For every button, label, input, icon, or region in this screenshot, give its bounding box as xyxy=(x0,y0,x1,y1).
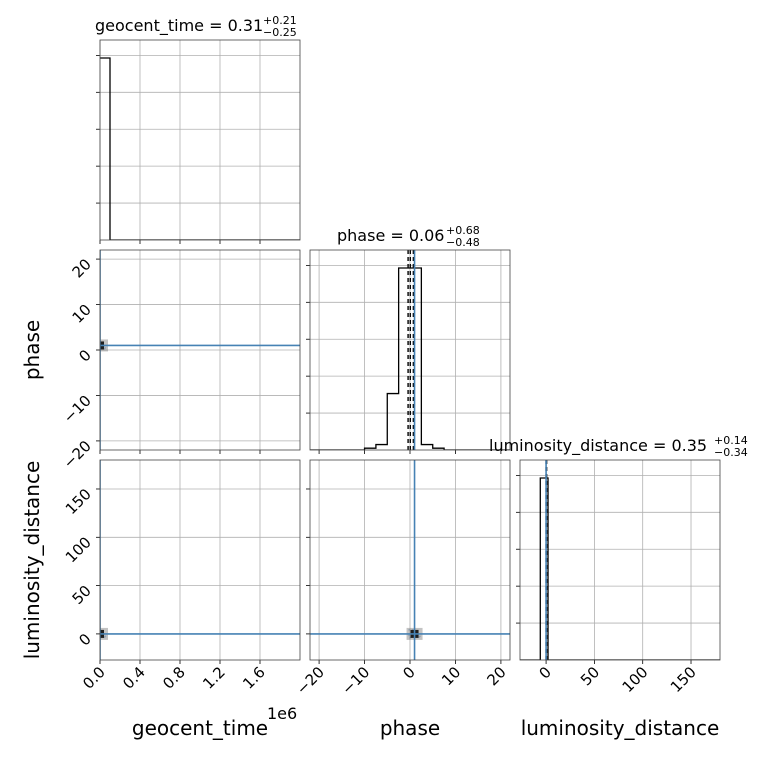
sample-point xyxy=(96,341,98,343)
sample-point xyxy=(96,630,98,632)
title-phase-plus: +0.68 xyxy=(446,224,480,237)
sample-point xyxy=(97,629,99,631)
panel-phase-hist xyxy=(306,249,511,454)
xtick-label: 0.4 xyxy=(119,663,149,693)
xtick-label: 0 xyxy=(399,663,418,682)
title-geocent-time: geocent_time = 0.31 xyxy=(95,16,263,36)
axes-frame xyxy=(309,249,511,451)
title-geocent-time-plus: +0.21 xyxy=(263,14,297,27)
xtick-label: 1.2 xyxy=(199,663,229,693)
xlabel-geocent-time: geocent_time xyxy=(132,716,268,740)
histogram-step xyxy=(310,267,510,450)
axes-frame xyxy=(99,249,301,451)
ytick-label: 100 xyxy=(62,533,95,566)
ytick-label: 20 xyxy=(69,255,95,281)
ytick-label: 0 xyxy=(75,346,94,365)
xtick-label: 50 xyxy=(577,663,603,689)
ylabel-phase: phase xyxy=(20,320,44,380)
title-geocent-time-minus: −0.25 xyxy=(263,26,297,39)
title-luminosity-distance-name: luminosity_distance xyxy=(489,436,648,456)
xtick-label: −20 xyxy=(293,663,328,698)
histogram-step xyxy=(520,477,720,660)
sample-point xyxy=(419,635,421,638)
ylabel-luminosity-distance: luminosity_distance xyxy=(20,461,44,660)
sample-point xyxy=(96,348,98,350)
title-phase-minus: −0.48 xyxy=(446,236,480,249)
xlabel-phase: phase xyxy=(380,716,440,740)
sample-point xyxy=(94,629,96,631)
panel-luminosity-distance-vs-geocent-time: 0.0 0.4 0.8 1.2 1.6 0 50 100 150 xyxy=(62,459,301,693)
title-geocent-time-median: 0.31 xyxy=(228,16,264,35)
ytick-label: 150 xyxy=(62,485,95,518)
sample-point xyxy=(97,341,99,343)
title-luminosity-distance-median: 0.35 xyxy=(671,436,707,455)
title-luminosity-distance-minus: −0.34 xyxy=(714,446,748,459)
title-phase-name: phase xyxy=(337,226,385,245)
xtick-label: 1.6 xyxy=(239,663,269,693)
xtick-label: 150 xyxy=(667,663,700,696)
sample-point xyxy=(94,346,96,348)
sample-point xyxy=(104,346,107,349)
xtick-label: 20 xyxy=(484,663,510,689)
histogram-step xyxy=(100,57,300,240)
title-phase-median: 0.06 xyxy=(409,226,445,245)
axes-frame xyxy=(309,459,511,661)
xtick-label: −10 xyxy=(338,663,373,698)
xtick-label: 10 xyxy=(438,663,464,689)
panel-luminosity-distance-hist: 0 50 100 150 xyxy=(516,459,721,696)
xtick-label: 100 xyxy=(619,663,652,696)
xtick-label: 0 xyxy=(535,663,554,682)
ytick-label: 0 xyxy=(75,630,94,649)
title-luminosity-distance-plus: +0.14 xyxy=(714,434,748,447)
ytick-label: 10 xyxy=(69,301,95,327)
axes-frame xyxy=(99,39,301,241)
ytick-label: −20 xyxy=(60,437,95,472)
sample-point xyxy=(104,635,107,638)
title-geocent-time-name: geocent_time xyxy=(95,16,204,36)
sample-point xyxy=(408,629,411,631)
panel-phase-vs-geocent-time: −20 −10 0 10 20 xyxy=(60,249,301,472)
sample-point xyxy=(95,637,97,639)
panel-luminosity-distance-vs-phase: −20 −10 0 10 20 xyxy=(293,459,511,698)
title-phase: phase = 0.06 xyxy=(337,226,444,245)
sample-point xyxy=(96,636,98,638)
ytick-label: 50 xyxy=(69,582,95,608)
xlabel-luminosity-distance: luminosity_distance xyxy=(521,716,720,740)
xtick-label: 0.0 xyxy=(79,663,109,693)
sample-point xyxy=(94,635,96,637)
axes-frame xyxy=(519,459,721,661)
panel-geocent-time-hist xyxy=(96,39,301,244)
sample-point xyxy=(94,341,96,343)
sample-point xyxy=(408,634,411,637)
xtick-label: 0.8 xyxy=(159,663,189,693)
ytick-label: −10 xyxy=(60,392,95,427)
axes-frame xyxy=(99,459,301,661)
title-luminosity-distance: luminosity_distance = 0.35 xyxy=(489,436,707,456)
offset-text-geocent-time: 1e6 xyxy=(267,704,297,723)
